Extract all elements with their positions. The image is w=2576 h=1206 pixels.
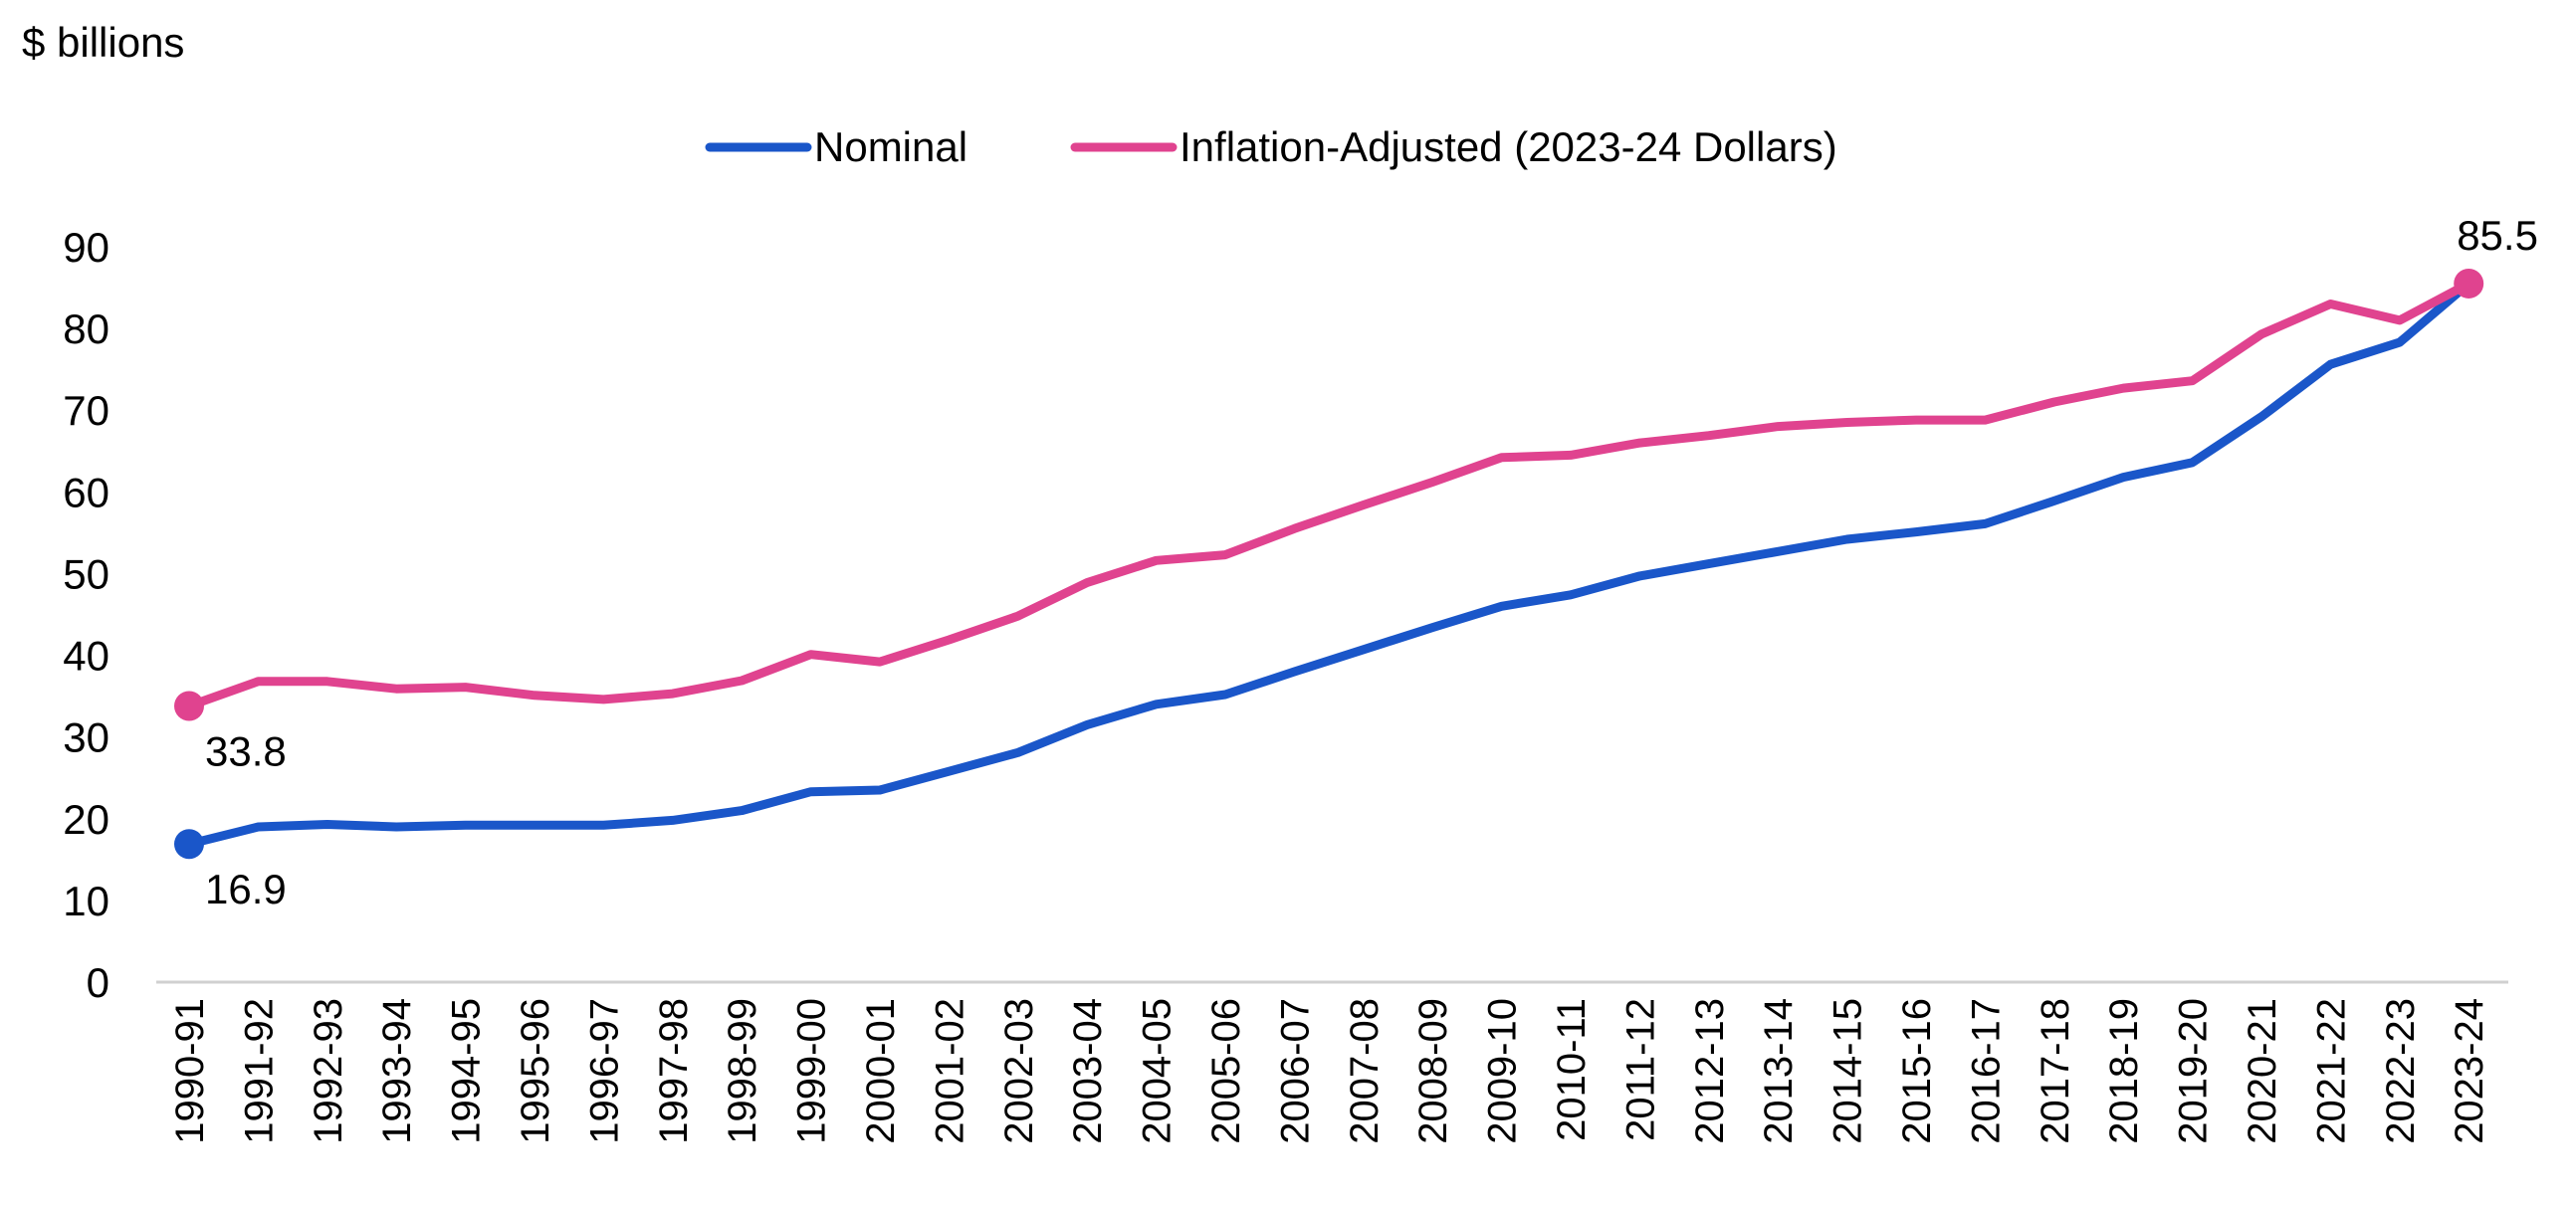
x-tick-label: 2019-20: [2172, 998, 2216, 1144]
x-tick-label: 1994-95: [445, 998, 489, 1144]
x-tick-label: 2006-07: [1273, 998, 1317, 1144]
x-tick-label: 1993-94: [375, 998, 419, 1144]
data-label: 33.8: [205, 727, 287, 774]
x-tick-label: 1992-93: [307, 998, 350, 1144]
data-label: 85.5: [2457, 212, 2538, 259]
data-point-marker: [174, 691, 204, 721]
x-tick-label: 2007-08: [1343, 998, 1387, 1144]
x-tick-label: 1991-92: [237, 998, 281, 1144]
y-tick-label: 10: [63, 878, 109, 924]
y-tick-label: 0: [87, 959, 109, 1006]
x-tick-label: 2012-13: [1688, 998, 1732, 1144]
x-tick-label: 2010-11: [1550, 998, 1594, 1141]
data-point-marker: [174, 829, 204, 860]
x-tick-label: 2018-19: [2102, 998, 2146, 1144]
x-tick-label: 2016-17: [1964, 998, 2008, 1144]
legend-label-inflation-adjusted: Inflation-Adjusted (2023-24 Dollars): [1180, 123, 1837, 170]
x-tick-label: 2008-09: [1411, 998, 1455, 1144]
series-line-nominal: [184, 279, 2473, 849]
y-tick-label: 70: [63, 387, 109, 434]
x-tick-label: 2020-21: [2241, 998, 2284, 1144]
x-tick-label: 1998-99: [721, 998, 764, 1144]
x-axis: 1990-91 1991-92 1992-93 1993-94 1994-95 1995-…: [168, 998, 2491, 1144]
x-tick-label: 2002-03: [997, 998, 1041, 1144]
x-tick-label: 1999-00: [790, 998, 834, 1144]
x-tick-label: 2004-05: [1136, 998, 1180, 1144]
unit-label: $ billions: [22, 19, 184, 66]
y-tick-label: 90: [63, 224, 109, 271]
x-tick-label: 2014-15: [1826, 998, 1870, 1144]
x-tick-label: 2011-12: [1618, 998, 1662, 1141]
x-tick-label: 2022-23: [2379, 998, 2423, 1144]
legend: Nominal Inflation-Adjusted (2023-24 Doll…: [705, 123, 1837, 170]
data-label: 16.9: [205, 866, 287, 912]
x-tick-label: 2009-10: [1481, 998, 1525, 1144]
x-tick-label: 2013-14: [1757, 998, 1801, 1144]
x-tick-label: 2005-06: [1204, 998, 1248, 1144]
x-tick-label: 2000-01: [859, 998, 903, 1144]
x-tick-label: 2023-24: [2448, 998, 2491, 1144]
x-tick-label: 1990-91: [168, 998, 212, 1144]
y-axis: 0 10 20 30 40 50 60 70 80 90: [63, 224, 109, 1006]
data-point-marker: [2454, 268, 2484, 299]
x-tick-label: 1996-97: [582, 998, 626, 1144]
x-tick-label: 2021-22: [2309, 998, 2353, 1144]
x-tick-label: 2001-02: [928, 998, 971, 1144]
x-tick-label: 2015-16: [1895, 998, 1939, 1144]
x-tick-label: 1995-96: [514, 998, 557, 1144]
series-line-inflation-adjusted-2023-24-dollars: [184, 279, 2473, 710]
y-tick-label: 50: [63, 550, 109, 597]
x-tick-label: 2003-04: [1066, 998, 1110, 1144]
y-tick-label: 40: [63, 633, 109, 680]
y-tick-label: 30: [63, 714, 109, 761]
x-tick-label: 2017-18: [2034, 998, 2077, 1144]
y-tick-label: 60: [63, 469, 109, 515]
y-tick-label: 20: [63, 796, 109, 843]
legend-label-nominal: Nominal: [814, 123, 967, 170]
y-tick-label: 80: [63, 305, 109, 352]
x-tick-label: 1997-98: [652, 998, 696, 1144]
series-inflation-adjusted-2023-24-dollars: 33.8 85.5: [174, 212, 2538, 774]
series-layer: 16.9 33.8 85.5: [174, 212, 2538, 912]
series-nominal: 16.9: [174, 279, 2473, 912]
